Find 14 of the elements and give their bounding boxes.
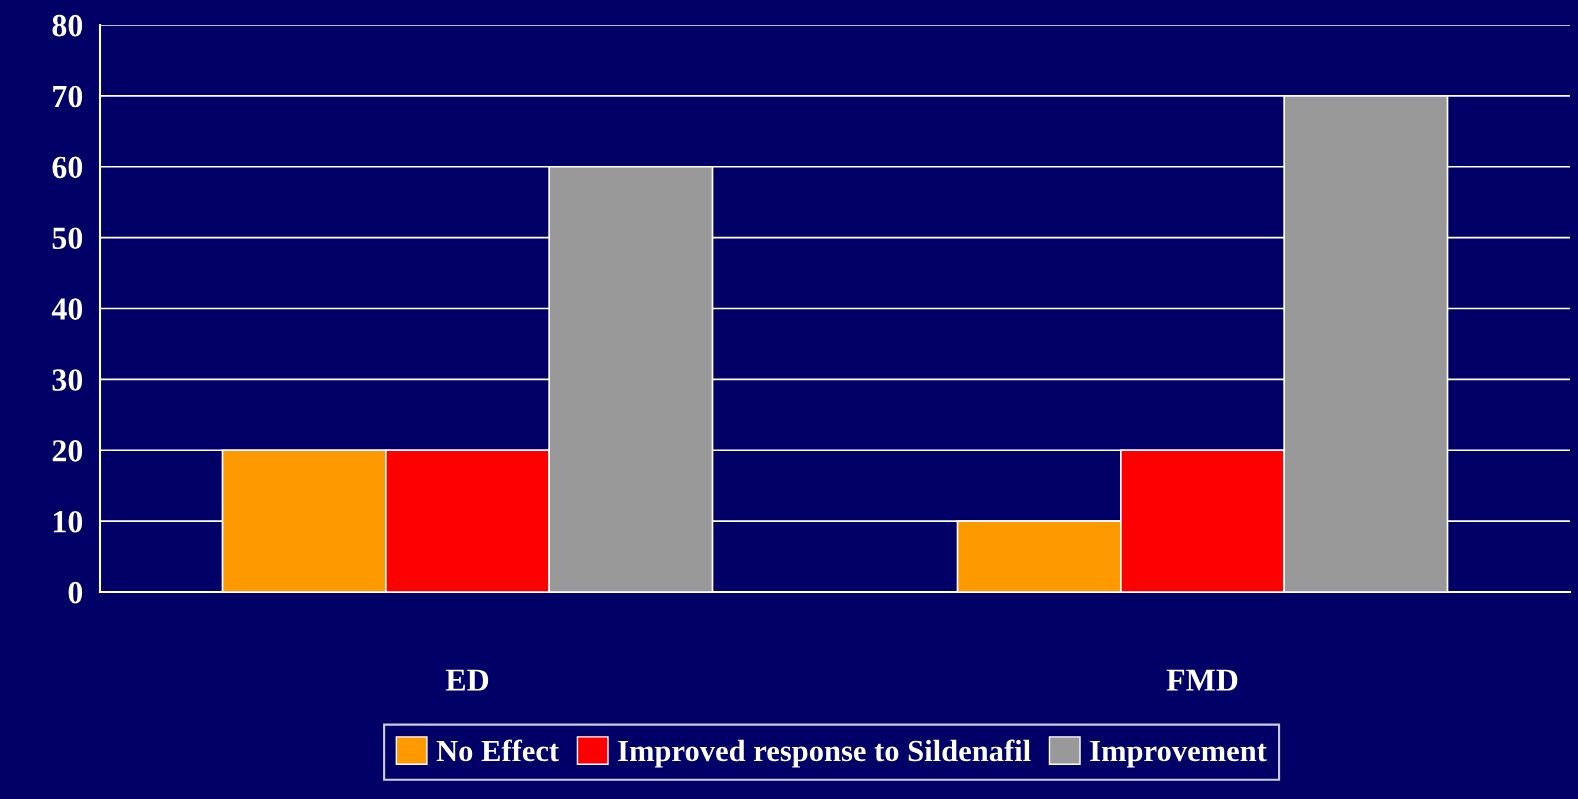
y-tick-label: 10 xyxy=(53,510,83,533)
legend-label: Improvement xyxy=(1090,740,1267,768)
legend-label: No Effect xyxy=(436,739,559,762)
legend-label: Improved response to Sildenafil xyxy=(618,739,1031,768)
y-tick-label: 50 xyxy=(52,227,83,250)
y-tick-label: 40 xyxy=(51,298,83,320)
y-tick-label: 20 xyxy=(52,440,83,462)
y-tick-label: 70 xyxy=(53,85,83,108)
x-tick-label: ED xyxy=(445,669,489,691)
y-tick-label: 80 xyxy=(52,14,83,37)
y-tick-label: 30 xyxy=(52,369,83,391)
y-tick-label: 60 xyxy=(52,156,83,179)
y-tick-label: 0 xyxy=(68,581,83,604)
x-tick-label: FMD xyxy=(1166,669,1238,691)
